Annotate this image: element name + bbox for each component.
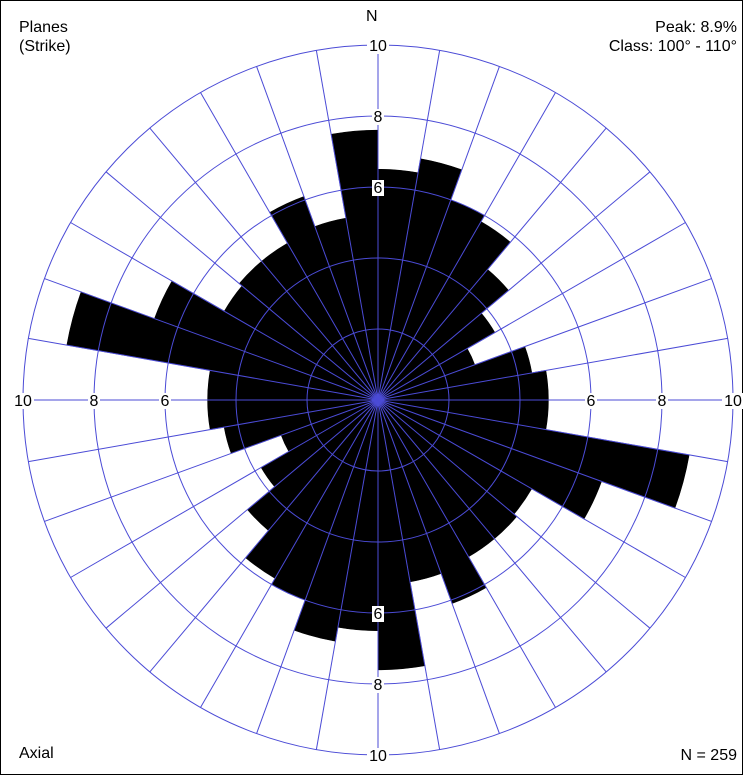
grid-spoke-70 bbox=[377, 278, 712, 401]
grid-spoke-230 bbox=[105, 399, 379, 629]
ring-label-8-n: 8 bbox=[374, 109, 383, 126]
mode-label: Axial bbox=[19, 745, 54, 762]
ring-label-8-s: 8 bbox=[374, 677, 383, 694]
ring-label-6-w: 6 bbox=[161, 393, 170, 410]
grid-spoke-100 bbox=[377, 399, 728, 463]
ring-label-bg-10-n bbox=[367, 38, 389, 54]
sample-count: N = 259 bbox=[680, 747, 737, 764]
north-label: N bbox=[366, 8, 378, 25]
grid-spoke-120 bbox=[377, 399, 686, 578]
ring-label-bg-8-n bbox=[372, 109, 384, 125]
grid-spoke-10 bbox=[377, 50, 441, 401]
grid-spoke-350 bbox=[315, 50, 379, 401]
grid-spoke-150 bbox=[377, 399, 556, 708]
grid-spoke-130 bbox=[377, 399, 651, 629]
class-label: Class: 100° - 110° bbox=[608, 38, 737, 55]
ring-label-10-w: 10 bbox=[14, 393, 32, 410]
grid-spoke-310 bbox=[105, 171, 379, 401]
grid-spoke-20 bbox=[377, 66, 500, 401]
grid-spoke-140 bbox=[377, 399, 607, 673]
grid-spoke-250 bbox=[44, 399, 379, 522]
ring-label-bg-10-s bbox=[367, 748, 389, 764]
ring-label-10-n: 10 bbox=[369, 38, 387, 55]
ring-label-8-w: 8 bbox=[90, 393, 99, 410]
ring-tick-labels: 6 6 6 6 8 8 8 8 10 10 10 10 bbox=[12, 38, 743, 765]
ring-label-6-e: 6 bbox=[587, 393, 596, 410]
ring-label-6-n: 6 bbox=[374, 180, 383, 197]
peak-label: Peak: 8.9% bbox=[655, 19, 737, 36]
grid-spoke-320 bbox=[149, 127, 379, 401]
grid-spoke-170 bbox=[377, 399, 441, 750]
ring-label-bg-6-w bbox=[159, 393, 171, 409]
grid-spoke-50 bbox=[377, 171, 651, 401]
chart-info: Peak: 8.9% Class: 100° - 110° bbox=[609, 18, 737, 56]
title-line-2: (Strike) bbox=[19, 38, 71, 55]
ring-label-bg-8-s bbox=[372, 677, 384, 693]
grid-spoke-240 bbox=[70, 399, 379, 578]
grid-spoke-330 bbox=[200, 92, 379, 401]
grid-spoke-190 bbox=[315, 399, 379, 750]
grid-spoke-110 bbox=[377, 399, 712, 522]
title-line-1: Planes bbox=[19, 19, 68, 36]
grid-spoke-40 bbox=[377, 127, 607, 401]
chart-title: Planes (Strike) bbox=[19, 18, 71, 56]
grid-spoke-300 bbox=[70, 222, 379, 401]
grid-spoke-30 bbox=[377, 92, 556, 401]
ring-label-8-e: 8 bbox=[658, 393, 667, 410]
grid-spoke-220 bbox=[149, 399, 379, 673]
ring-label-bg-8-w bbox=[88, 393, 100, 409]
ring-label-bg-6-e bbox=[585, 393, 597, 409]
grid-spoke-200 bbox=[256, 399, 379, 734]
ring-label-bg-8-e bbox=[656, 393, 668, 409]
ring-label-bg-6-n bbox=[372, 180, 384, 196]
grid-spoke-290 bbox=[44, 278, 379, 401]
grid-spoke-160 bbox=[377, 399, 500, 734]
grid-spoke-60 bbox=[377, 222, 686, 401]
grid-spoke-260 bbox=[28, 399, 379, 463]
ring-label-10-s: 10 bbox=[369, 748, 387, 765]
grid-spoke-210 bbox=[200, 399, 379, 708]
grid-spoke-280 bbox=[28, 337, 379, 401]
grid-spoke-80 bbox=[377, 337, 728, 401]
grid-spoke-340 bbox=[256, 66, 379, 401]
ring-label-bg-10-w bbox=[12, 393, 34, 409]
polar-grid bbox=[22, 44, 734, 756]
ring-label-bg-6-s bbox=[372, 606, 384, 622]
ring-label-10-e: 10 bbox=[724, 393, 742, 410]
ring-label-bg-10-e bbox=[722, 393, 743, 409]
ring-label-6-s: 6 bbox=[374, 606, 383, 623]
